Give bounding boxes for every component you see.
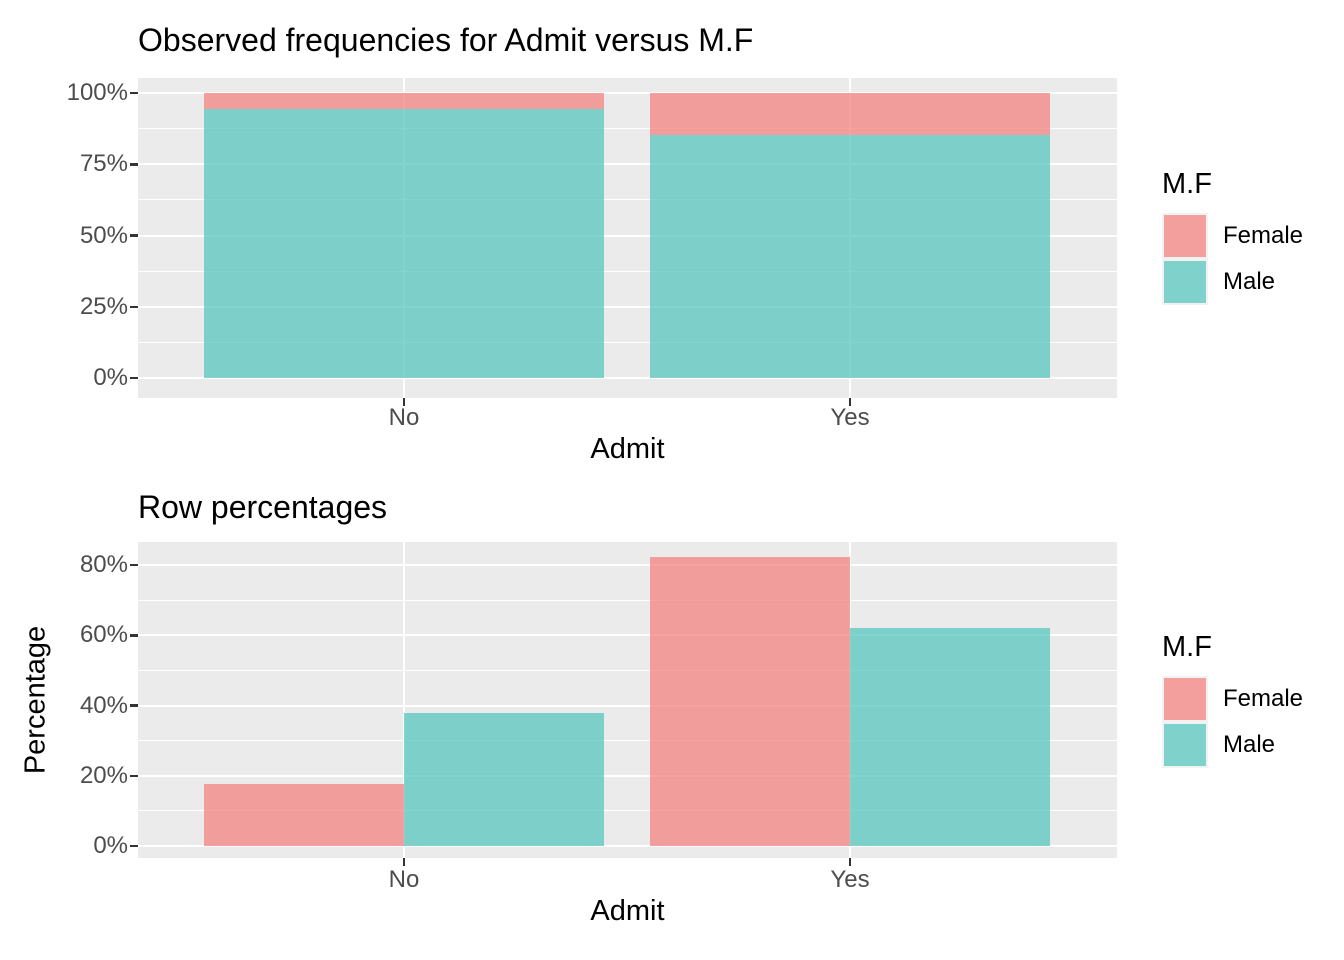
gridline-major-h	[138, 564, 1117, 566]
gridline-minor-h	[138, 199, 1117, 201]
gridline-major-h	[138, 634, 1117, 637]
y-tick-label: 0%	[93, 832, 128, 859]
legend-key-fill	[1164, 678, 1206, 720]
legend-title: M.F	[1162, 631, 1212, 663]
gridline-major-h	[138, 305, 1117, 308]
plot-panel	[138, 542, 1117, 858]
gridline-major-h	[138, 704, 1117, 707]
y-tick-label: 0%	[93, 364, 128, 391]
x-tick-mark	[402, 858, 406, 866]
legend: M.F Female Male	[1162, 170, 1344, 305]
y-tick-mark	[130, 704, 138, 707]
y-tick-mark	[130, 234, 138, 237]
bar-female-yes	[650, 556, 850, 846]
x-tick-label: Yes	[830, 866, 870, 893]
legend-key	[1162, 259, 1208, 305]
legend-row: Female	[1162, 213, 1344, 259]
chart-title: Observed frequencies for Admit versus M.…	[138, 22, 754, 58]
bar-male-no	[204, 109, 604, 378]
x-tick-label: No	[388, 404, 420, 431]
y-tick-mark	[130, 634, 138, 637]
bar-female-yes	[650, 93, 1050, 136]
gridline-minor-h	[138, 810, 1117, 812]
chart-title: Row percentages	[138, 489, 388, 525]
legend-row: Male	[1162, 722, 1344, 768]
legend-key	[1162, 722, 1208, 768]
y-tick-mark	[130, 844, 138, 848]
gridline-minor-h	[138, 270, 1117, 272]
legend-title: M.F	[1162, 168, 1212, 200]
y-tick-label: 50%	[79, 221, 128, 249]
legend-key	[1162, 676, 1208, 722]
x-tick-label: No	[388, 866, 420, 893]
legend-key-fill	[1164, 261, 1206, 303]
y-tick-mark	[130, 774, 138, 777]
legend-row: Male	[1162, 259, 1344, 305]
legend-rows: Female Male	[1162, 213, 1344, 305]
y-tick-label: 25%	[79, 292, 128, 320]
y-tick-mark	[130, 305, 138, 308]
legend-label: Male	[1223, 731, 1276, 758]
gridline-major-h	[138, 92, 1117, 94]
gridline-minor-h	[138, 599, 1117, 601]
y-tick-mark	[130, 563, 138, 567]
x-axis-title: Admit	[590, 895, 665, 927]
x-tick-mark	[848, 858, 852, 866]
gridline-minor-h	[138, 740, 1117, 742]
gridline-major-h	[138, 234, 1117, 237]
legend-rows: Female Male	[1162, 676, 1344, 768]
gridline-major-h	[138, 377, 1117, 379]
gridline-major-v	[403, 542, 405, 858]
bar-male-yes	[850, 627, 1050, 846]
legend: M.F Female Male	[1162, 633, 1344, 768]
y-tick-mark	[130, 163, 138, 166]
legend-label: Male	[1223, 268, 1276, 295]
gridline-minor-h	[138, 128, 1117, 130]
plot-panel	[138, 78, 1117, 398]
legend-key-fill	[1164, 724, 1206, 766]
legend-key	[1162, 213, 1208, 259]
legend-key-fill	[1164, 215, 1206, 257]
y-axis-title: Percentage	[19, 625, 52, 775]
y-tick-mark	[130, 91, 138, 95]
gridline-minor-h	[138, 341, 1117, 343]
legend-label: Female	[1223, 685, 1304, 712]
bar-male-yes	[650, 135, 1050, 378]
y-tick-label: 100%	[66, 79, 128, 106]
x-axis-title: Admit	[590, 433, 665, 465]
gridline-major-h	[138, 774, 1117, 777]
y-tick-label: 75%	[79, 150, 128, 178]
bar-female-no	[204, 784, 404, 846]
x-tick-mark	[402, 398, 406, 406]
gridline-major-h	[138, 845, 1117, 847]
x-tick-mark	[848, 398, 852, 406]
bar-male-no	[404, 712, 604, 846]
y-tick-mark	[130, 376, 138, 380]
y-tick-label: 80%	[79, 551, 128, 578]
x-tick-label: Yes	[830, 404, 870, 431]
legend-row: Female	[1162, 676, 1344, 722]
bar-female-no	[204, 93, 604, 110]
gridline-minor-h	[138, 669, 1117, 671]
legend-label: Female	[1223, 222, 1304, 249]
gridline-major-h	[138, 163, 1117, 166]
